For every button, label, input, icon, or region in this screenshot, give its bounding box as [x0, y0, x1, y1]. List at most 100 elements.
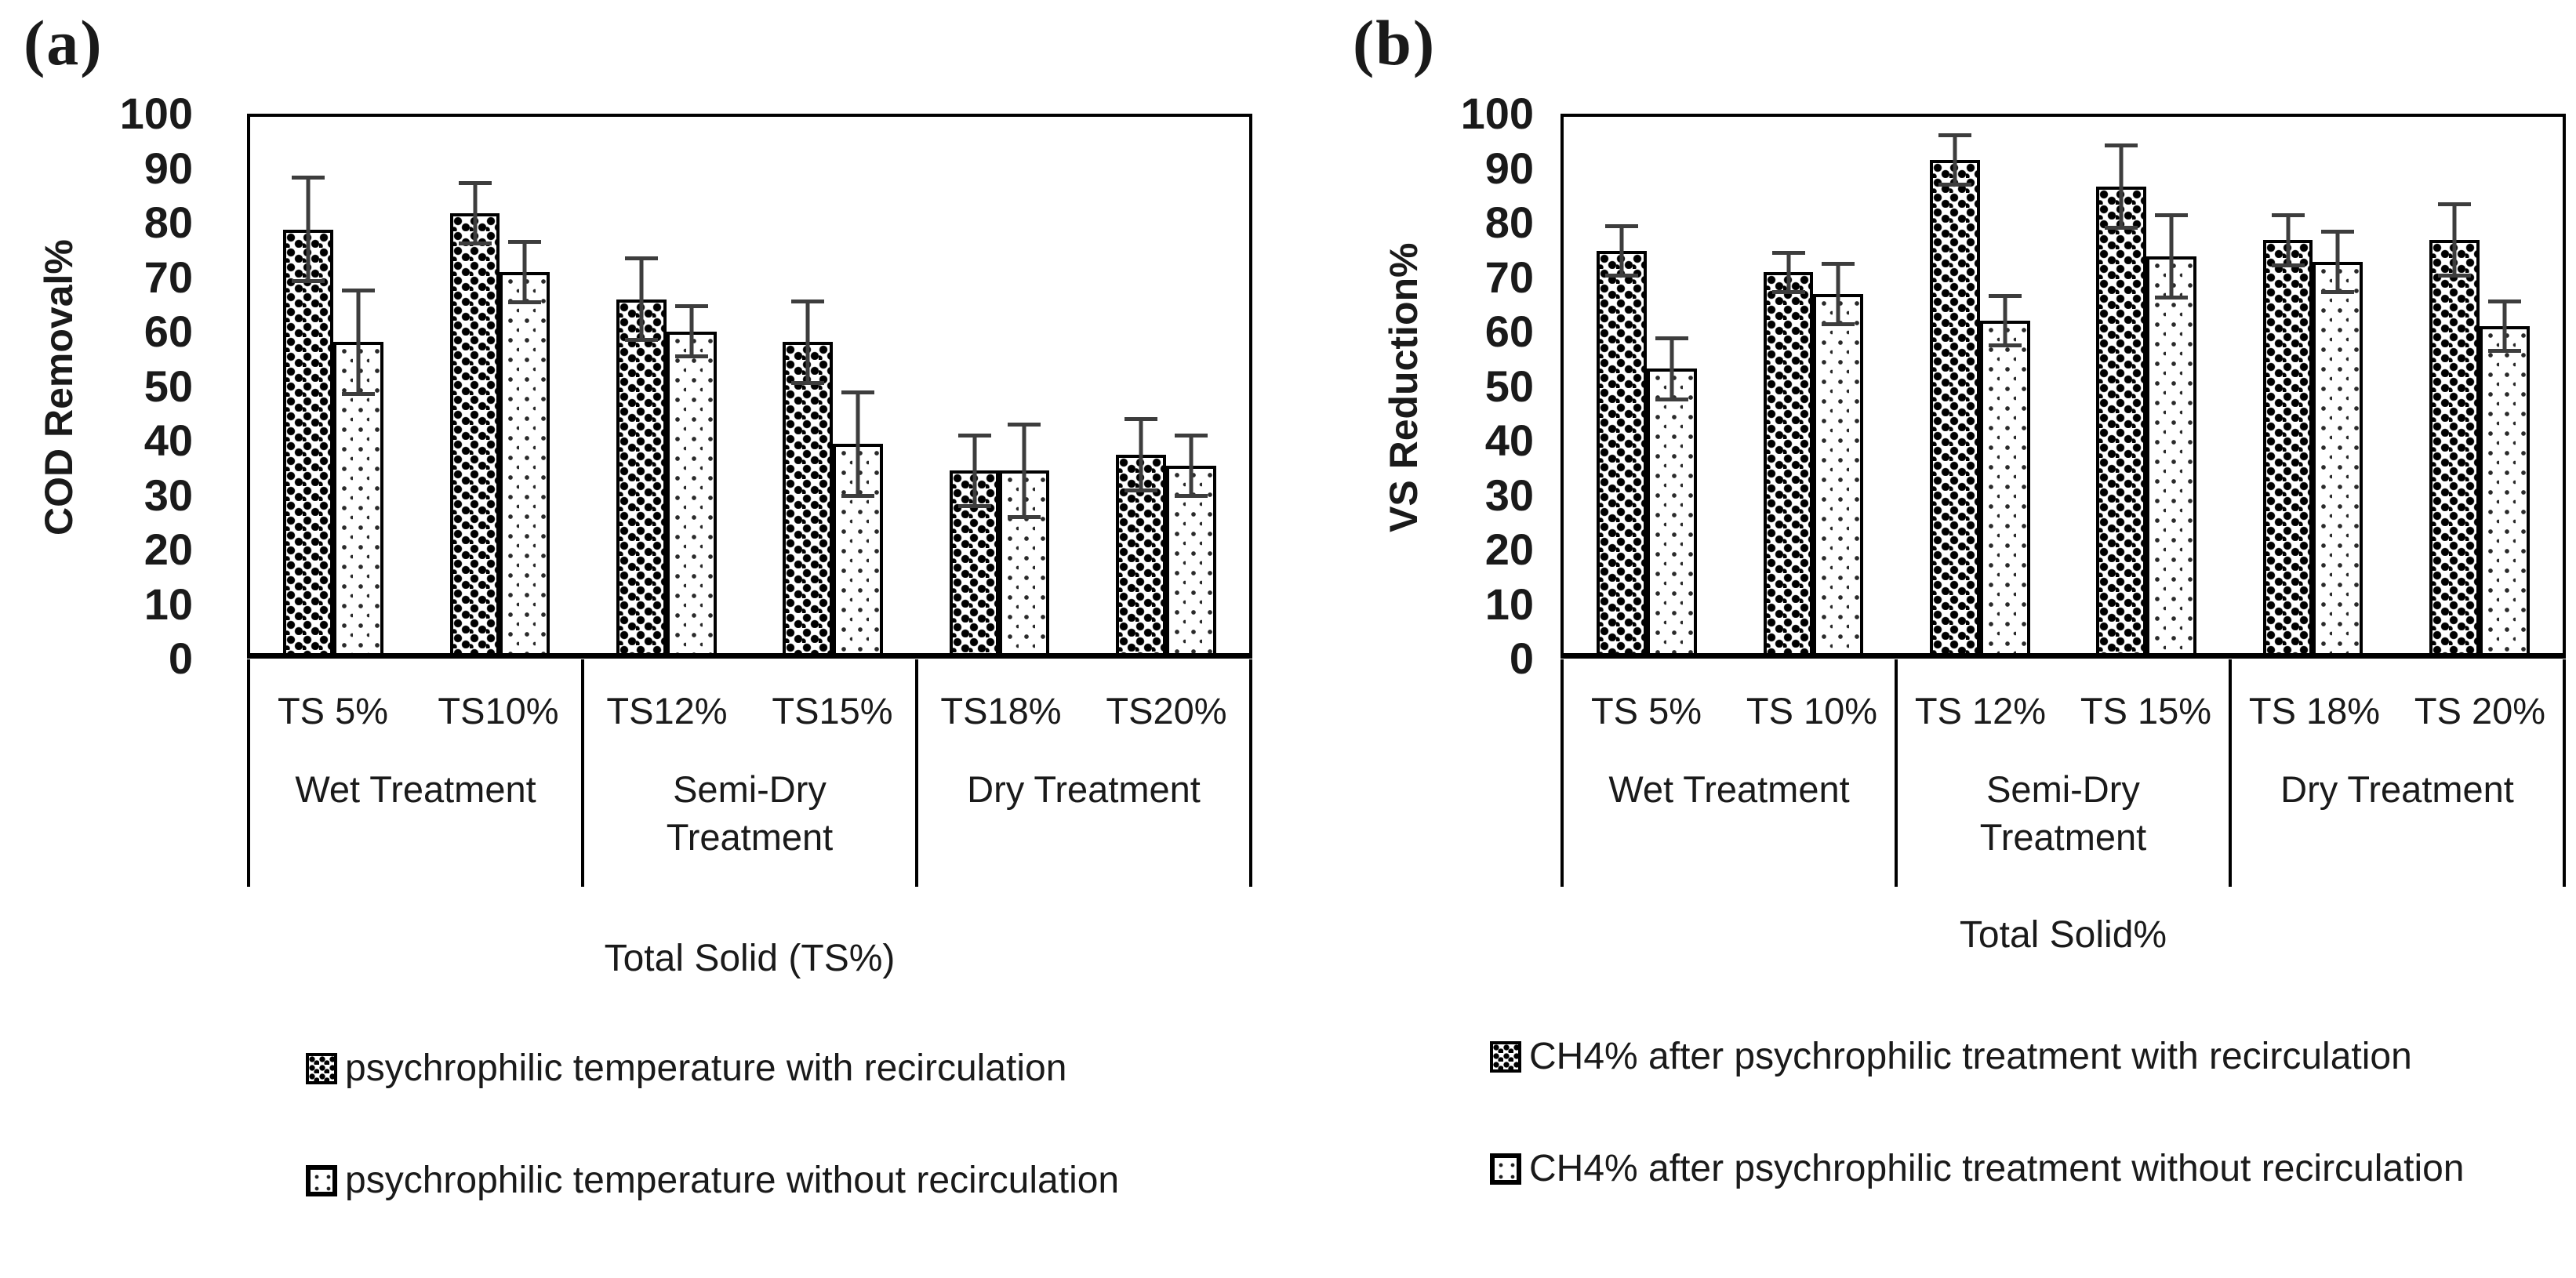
bar: [2429, 240, 2480, 653]
error-bar: [2271, 213, 2305, 267]
bar-pair: [750, 117, 916, 653]
bar-pair: [2396, 117, 2563, 653]
legend-item: psychrophilic temperature with recircula…: [306, 1047, 1119, 1090]
category-label: TS12%: [606, 690, 728, 732]
panel-a-label: (a): [24, 7, 104, 78]
panel-a-legend: psychrophilic temperature with recircula…: [306, 1047, 1119, 1271]
error-bar: [1822, 261, 1855, 326]
bar-pair: [250, 117, 416, 653]
error-bar-line: [2286, 213, 2291, 267]
bar-pair: [1564, 117, 1730, 653]
error-bar: [1938, 133, 1971, 187]
category-label: TS15%: [772, 690, 893, 732]
bar-pair: [416, 117, 583, 653]
error-bar: [342, 288, 375, 396]
category-label-row: TS 18% TS 20%: [2232, 659, 2563, 732]
error-bar-line: [2119, 143, 2124, 230]
error-bar: [1124, 417, 1157, 492]
error-bar: [2321, 229, 2355, 294]
legend-label: psychrophilic temperature with recircula…: [345, 1047, 1067, 1089]
y-tick-label: 60: [144, 307, 193, 356]
error-bar-line: [473, 181, 478, 246]
error-bar: [2437, 202, 2471, 278]
bar: [2096, 186, 2147, 653]
category-label-row: TS 5% TS 10%: [1564, 659, 1895, 732]
error-bar-line: [1836, 261, 1840, 326]
y-tick-label: 10: [1484, 579, 1534, 629]
error-bar: [624, 256, 658, 343]
y-tick-label: 20: [1484, 525, 1534, 574]
category-label-row: TS12% TS15%: [584, 659, 915, 732]
y-tick-label: 50: [144, 361, 193, 411]
panel-a-y-axis-title: COD Removal%: [37, 239, 81, 536]
error-bar-line: [2452, 202, 2457, 278]
bar: [1930, 159, 1980, 653]
bar: [1979, 320, 2030, 653]
treatment-group-cell: TS18% TS20% Dry Treatment: [918, 659, 1252, 887]
category-label: TS 5%: [277, 690, 389, 732]
panel-b-y-axis-ticks: 100 90 80 70 60 50 40 30 20 10 0: [1427, 92, 1545, 681]
bar: [2146, 256, 2196, 653]
error-bar: [1771, 251, 1805, 294]
error-bar-line: [306, 176, 311, 284]
dense-dot-swatch-icon: [1490, 1040, 1521, 1073]
bar: [783, 342, 834, 653]
error-bar: [791, 299, 825, 386]
bar-pair: [1083, 117, 1249, 653]
y-tick-label: 30: [1484, 470, 1534, 520]
treatment-group-cell: TS 18% TS 20% Dry Treatment: [2232, 659, 2566, 887]
bar-pair: [916, 117, 1082, 653]
legend-item: CH4% after psychrophilic treatment witho…: [1490, 1147, 2465, 1190]
error-bar-line: [1022, 422, 1026, 519]
category-label: TS 18%: [2248, 690, 2381, 732]
bar: [2479, 325, 2530, 653]
error-bar-line: [856, 390, 860, 498]
error-bar-line: [2335, 229, 2340, 294]
error-bar-line: [1953, 133, 1957, 187]
error-bar: [292, 176, 325, 284]
y-tick-label: 70: [1484, 252, 1534, 302]
bar: [2313, 261, 2363, 653]
panel-b-y-axis-title: VS Reduction%: [1382, 242, 1426, 533]
bar: [333, 342, 383, 653]
treatment-group-cell: TS 5% TS 10% Wet Treatment: [1564, 659, 1898, 887]
panel-b-x-axis-title: Total Solid%: [1959, 914, 2167, 956]
error-bar: [1174, 433, 1208, 498]
bar: [449, 213, 500, 653]
treatment-group-cell: TS 12% TS 15% Semi-Dry Treatment: [1898, 659, 2232, 887]
y-tick-label: 70: [144, 252, 193, 302]
panel-a-plot-area: [247, 114, 1252, 659]
category-label-row: TS 5% TS10%: [250, 659, 581, 732]
error-bar-line: [1619, 223, 1624, 278]
error-bar: [458, 181, 492, 246]
treatment-group-cell: TS12% TS15% Semi-Dry Treatment: [584, 659, 918, 887]
legend-item: psychrophilic temperature without recirc…: [306, 1159, 1119, 1202]
bar: [1763, 272, 1814, 653]
bar-pair: [1730, 117, 1896, 653]
error-bar: [2105, 143, 2138, 231]
error-bar: [1655, 336, 1688, 401]
error-bar: [1008, 422, 1041, 520]
category-label: TS 20%: [2414, 690, 2546, 732]
y-tick-label: 10: [144, 579, 193, 629]
panel-a-y-axis-ticks: 100 90 80 70 60 50 40 30 20 10 0: [86, 92, 204, 681]
panel-a-x-axis-labels: TS 5% TS10% Wet Treatment TS12% TS15% Semi-Dr…: [247, 659, 1252, 887]
y-tick-label: 40: [144, 416, 193, 465]
bar: [2262, 240, 2313, 653]
y-tick-label: 80: [1484, 198, 1534, 247]
category-label-row: TS 12% TS 15%: [1898, 659, 2229, 732]
group-label: Dry Treatment: [967, 768, 1201, 810]
category-label: TS20%: [1106, 690, 1227, 732]
category-label: TS 12%: [1914, 690, 2047, 732]
y-tick-label: 90: [1484, 143, 1534, 193]
bar: [1165, 465, 1216, 653]
light-dot-swatch-icon: [306, 1164, 337, 1196]
bar-pair: [583, 117, 750, 653]
y-tick-label: 0: [1509, 634, 1534, 683]
y-tick-label: 50: [1484, 361, 1534, 411]
y-tick-label: 60: [1484, 307, 1534, 356]
error-bar: [1605, 223, 1639, 278]
panel-a-x-axis-title: Total Solid (TS%): [604, 938, 896, 979]
error-bar-line: [1786, 251, 1791, 294]
